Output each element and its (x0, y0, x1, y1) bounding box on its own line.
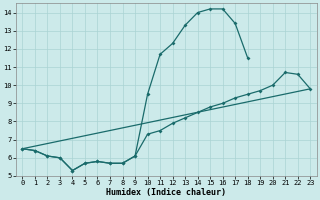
X-axis label: Humidex (Indice chaleur): Humidex (Indice chaleur) (106, 188, 226, 197)
